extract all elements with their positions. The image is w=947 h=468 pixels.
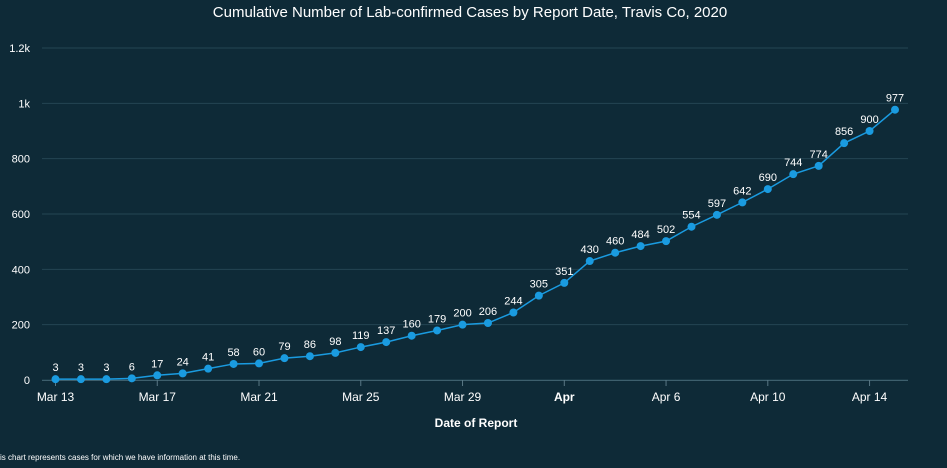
data-point-16[interactable] (458, 320, 467, 329)
data-label-3: 6 (129, 361, 135, 373)
x-tick-label-0: Mar 13 (37, 390, 75, 404)
data-label-25: 554 (682, 210, 700, 222)
data-label-9: 79 (278, 341, 290, 353)
data-point-9[interactable] (280, 354, 289, 363)
data-label-11: 98 (329, 336, 341, 348)
y-axis-ticks: 0 200 400 600 800 1k 1.2k (9, 43, 30, 387)
data-point-10[interactable] (305, 352, 314, 361)
data-point-31[interactable] (840, 139, 849, 148)
data-label-32: 900 (860, 114, 878, 126)
data-point-27[interactable] (738, 198, 747, 207)
data-label-10: 86 (304, 339, 316, 351)
data-point-5[interactable] (178, 369, 187, 378)
grid-lines (42, 47, 908, 381)
data-label-22: 460 (606, 236, 624, 248)
series-line (55, 109, 896, 380)
data-point-15[interactable] (433, 326, 442, 335)
data-point-20[interactable] (560, 278, 569, 287)
data-label-27: 642 (733, 185, 751, 197)
data-point-11[interactable] (331, 348, 340, 357)
y-tick-label-800: 800 (12, 154, 30, 166)
data-point-28[interactable] (763, 185, 772, 194)
x-tick-label-4: Mar 17 (139, 390, 177, 404)
data-label-20: 351 (555, 266, 573, 278)
series-line-layer (55, 109, 896, 380)
data-label-16: 200 (453, 308, 471, 320)
data-point-6[interactable] (204, 364, 213, 373)
data-point-17[interactable] (483, 319, 492, 328)
data-point-33[interactable] (891, 105, 899, 114)
data-label-30: 774 (810, 149, 828, 161)
data-label-5: 24 (177, 356, 189, 368)
data-point-24[interactable] (662, 237, 671, 246)
x-tick-label-32: Apr 14 (852, 390, 888, 404)
data-label-23: 484 (631, 229, 649, 241)
data-point-1[interactable] (76, 375, 85, 384)
data-label-6: 41 (202, 352, 214, 364)
data-point-3[interactable] (127, 374, 136, 383)
data-point-13[interactable] (382, 338, 391, 347)
series-points[interactable] (51, 105, 900, 384)
data-point-0[interactable] (51, 375, 60, 384)
data-label-1: 3 (78, 362, 84, 374)
data-point-4[interactable] (153, 371, 162, 380)
x-tick-label-24: Apr 6 (652, 390, 681, 404)
x-tick-label-20: Apr (554, 390, 575, 404)
chart-title: Cumulative Number of Lab-confirmed Cases… (213, 4, 727, 21)
data-point-21[interactable] (585, 257, 594, 266)
data-label-17: 206 (479, 306, 497, 318)
data-point-8[interactable] (255, 359, 264, 368)
data-labels: 3 3 3 6 17 24 41 58 60 79 86 98 119 137 160 179 200 206 24… (52, 93, 904, 374)
y-tick-label-200: 200 (12, 320, 30, 332)
y-tick-label-400: 400 (12, 264, 30, 276)
footnote: is chart represents cases for which we h… (0, 453, 240, 462)
data-label-14: 160 (402, 319, 420, 331)
data-label-12: 119 (352, 330, 370, 342)
data-point-19[interactable] (534, 291, 543, 300)
x-tick-label-16: Mar 29 (444, 390, 482, 404)
data-label-29: 744 (784, 157, 802, 169)
data-label-24: 502 (657, 224, 675, 236)
data-label-2: 3 (103, 362, 109, 374)
data-label-21: 430 (581, 244, 599, 256)
data-label-18: 244 (504, 295, 522, 307)
data-label-26: 597 (708, 198, 726, 210)
data-point-14[interactable] (407, 331, 416, 340)
data-label-7: 58 (227, 347, 239, 359)
x-tick-label-28: Apr 10 (750, 390, 786, 404)
x-axis-ticks: Mar 13 Mar 17 Mar 21 Mar 25 Mar 29 Apr Apr 6 Ap… (37, 380, 888, 404)
y-tick-label-1000: 1k (18, 98, 30, 110)
data-point-12[interactable] (356, 343, 365, 352)
data-label-19: 305 (530, 279, 548, 291)
data-label-15: 179 (428, 313, 446, 325)
data-label-0: 3 (52, 362, 58, 374)
x-tick-label-8: Mar 21 (240, 390, 278, 404)
y-tick-label-1200: 1.2k (9, 43, 30, 55)
data-label-8: 60 (253, 346, 265, 358)
data-point-29[interactable] (789, 170, 798, 179)
data-point-18[interactable] (509, 308, 518, 317)
data-point-25[interactable] (687, 222, 696, 231)
y-tick-label-600: 600 (12, 209, 30, 221)
data-label-31: 856 (835, 126, 853, 138)
data-point-30[interactable] (814, 161, 823, 170)
x-tick-label-12: Mar 25 (342, 390, 380, 404)
data-point-7[interactable] (229, 359, 238, 368)
data-label-4: 17 (151, 358, 163, 370)
data-point-2[interactable] (102, 375, 111, 384)
data-label-13: 137 (377, 325, 395, 337)
data-point-22[interactable] (611, 248, 620, 257)
data-label-28: 690 (759, 172, 777, 184)
x-axis-title: Date of Report (435, 416, 518, 430)
data-point-26[interactable] (712, 210, 721, 219)
data-point-32[interactable] (865, 127, 874, 135)
data-label-33: 977 (886, 93, 904, 105)
y-tick-label-0: 0 (24, 375, 30, 387)
data-point-23[interactable] (636, 242, 645, 251)
